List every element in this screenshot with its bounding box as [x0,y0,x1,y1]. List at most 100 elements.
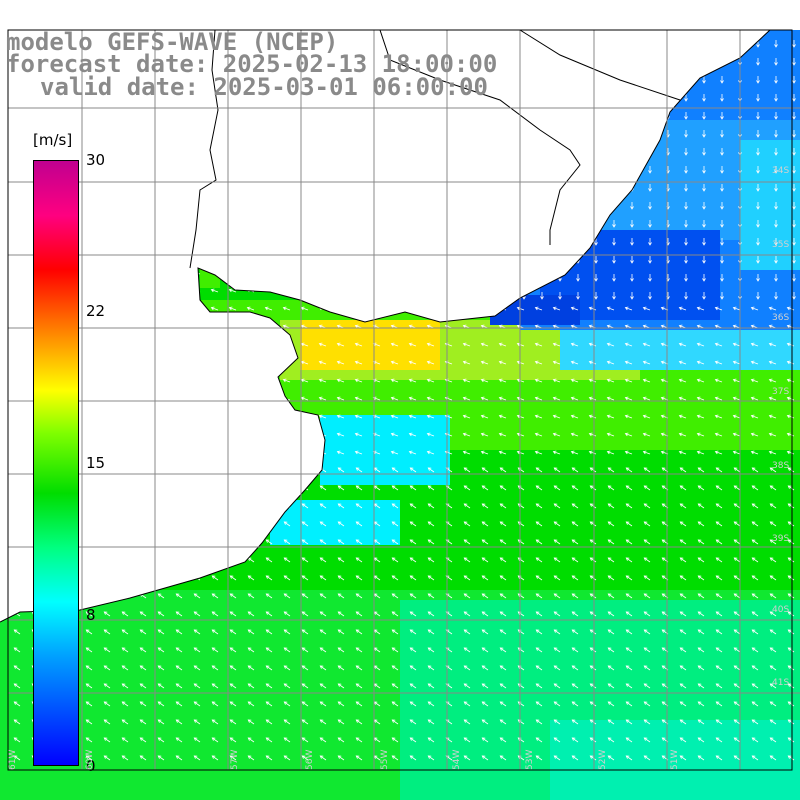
wind-arrow [607,719,615,725]
wind-arrow [702,220,706,228]
wind-arrow [229,737,237,743]
wind-arrow [336,414,345,419]
wind-arrow [319,683,327,689]
wind-arrow [625,557,633,563]
wind-arrow [301,521,309,527]
wind-arrow [408,450,417,455]
wind-arrow [481,539,489,545]
wind-arrow [715,719,723,725]
wind-arrow [13,719,21,725]
wind-arrow [13,665,21,671]
wind-arrow [103,611,111,617]
lon-label: 61W [8,749,18,770]
wind-arrow [355,467,363,473]
wind-arrow [774,76,778,84]
wind-arrow [499,719,507,725]
wind-arrow [337,467,345,473]
wind-arrow [571,539,579,545]
wind-arrow [679,611,687,617]
wind-arrow [769,503,777,509]
wind-arrow [301,575,309,581]
wind-arrow [535,611,543,617]
wind-arrow [193,737,201,743]
wind-arrow [625,611,633,617]
wind-arrow [643,593,651,599]
wind-arrow [589,647,597,653]
wind-arrow [337,701,345,707]
wind-arrow [714,360,723,365]
wind-arrow [787,575,795,581]
wind-arrow [589,557,597,563]
wind-arrow [751,467,759,473]
wind-arrow [552,378,561,383]
wind-arrow [607,485,615,491]
wind-arrow [630,256,634,264]
wind-arrow [499,611,507,617]
wind-arrow [684,256,688,264]
wind-arrow [265,737,273,743]
wind-arrow [792,220,796,228]
wind-arrow [643,611,651,617]
wind-arrow [702,130,706,138]
wind-arrow [606,342,615,347]
wind-arrow [391,539,399,545]
wind-arrow [535,683,543,689]
wind-arrow [157,683,165,689]
wind-arrow [13,755,21,761]
wind-arrow [756,148,760,156]
wind-arrow [751,521,759,527]
wind-arrow [481,683,489,689]
wind-arrow [751,611,759,617]
wind-arrow [301,557,309,563]
wind-arrow [535,575,543,581]
wind-arrow [643,629,651,635]
wind-arrow [697,647,705,653]
wind-arrow [229,593,237,599]
wind-arrow [607,467,615,473]
wind-arrow [576,292,580,300]
wind-arrow [427,701,435,707]
wind-arrow [265,575,273,581]
wind-arrow [499,557,507,563]
wind-arrow [427,755,435,761]
wind-arrow [535,755,543,761]
wind-arrow [768,432,777,437]
wind-arrow [787,467,795,473]
wind-arrow [787,665,795,671]
wind-arrow [283,593,291,599]
wind-arrow [211,629,219,635]
wind-arrow [481,611,489,617]
wind-arrow [643,701,651,707]
wind-arrow [499,575,507,581]
wind-arrow [427,467,435,473]
wind-arrow [463,503,471,509]
wind-arrow [787,683,795,689]
wind-arrow [607,575,615,581]
wind-arrow [103,647,111,653]
wind-arrow [751,557,759,563]
wind-arrow [684,94,688,102]
wind-arrow [463,647,471,653]
wind-arrow [679,683,687,689]
wind-arrow [481,593,489,599]
wind-arrow [733,755,741,761]
wind-arrow [481,485,489,491]
wind-arrow [715,503,723,509]
wind-arrow [648,166,652,174]
wind-arrow [535,503,543,509]
wind-arrow [499,593,507,599]
wind-arrow [732,432,741,437]
wind-arrow [679,719,687,725]
wind-arrow [589,503,597,509]
wind-arrow [534,360,543,365]
wind-arrow [85,701,93,707]
wind-arrow [589,701,597,707]
wind-arrow [408,342,417,347]
wind-arrow [372,378,381,383]
wind-arrow [589,755,597,761]
wind-arrow [211,683,219,689]
wind-arrow [792,148,796,156]
wind-arrow [769,719,777,725]
wind-arrow [283,629,291,635]
wind-arrow [516,396,525,401]
